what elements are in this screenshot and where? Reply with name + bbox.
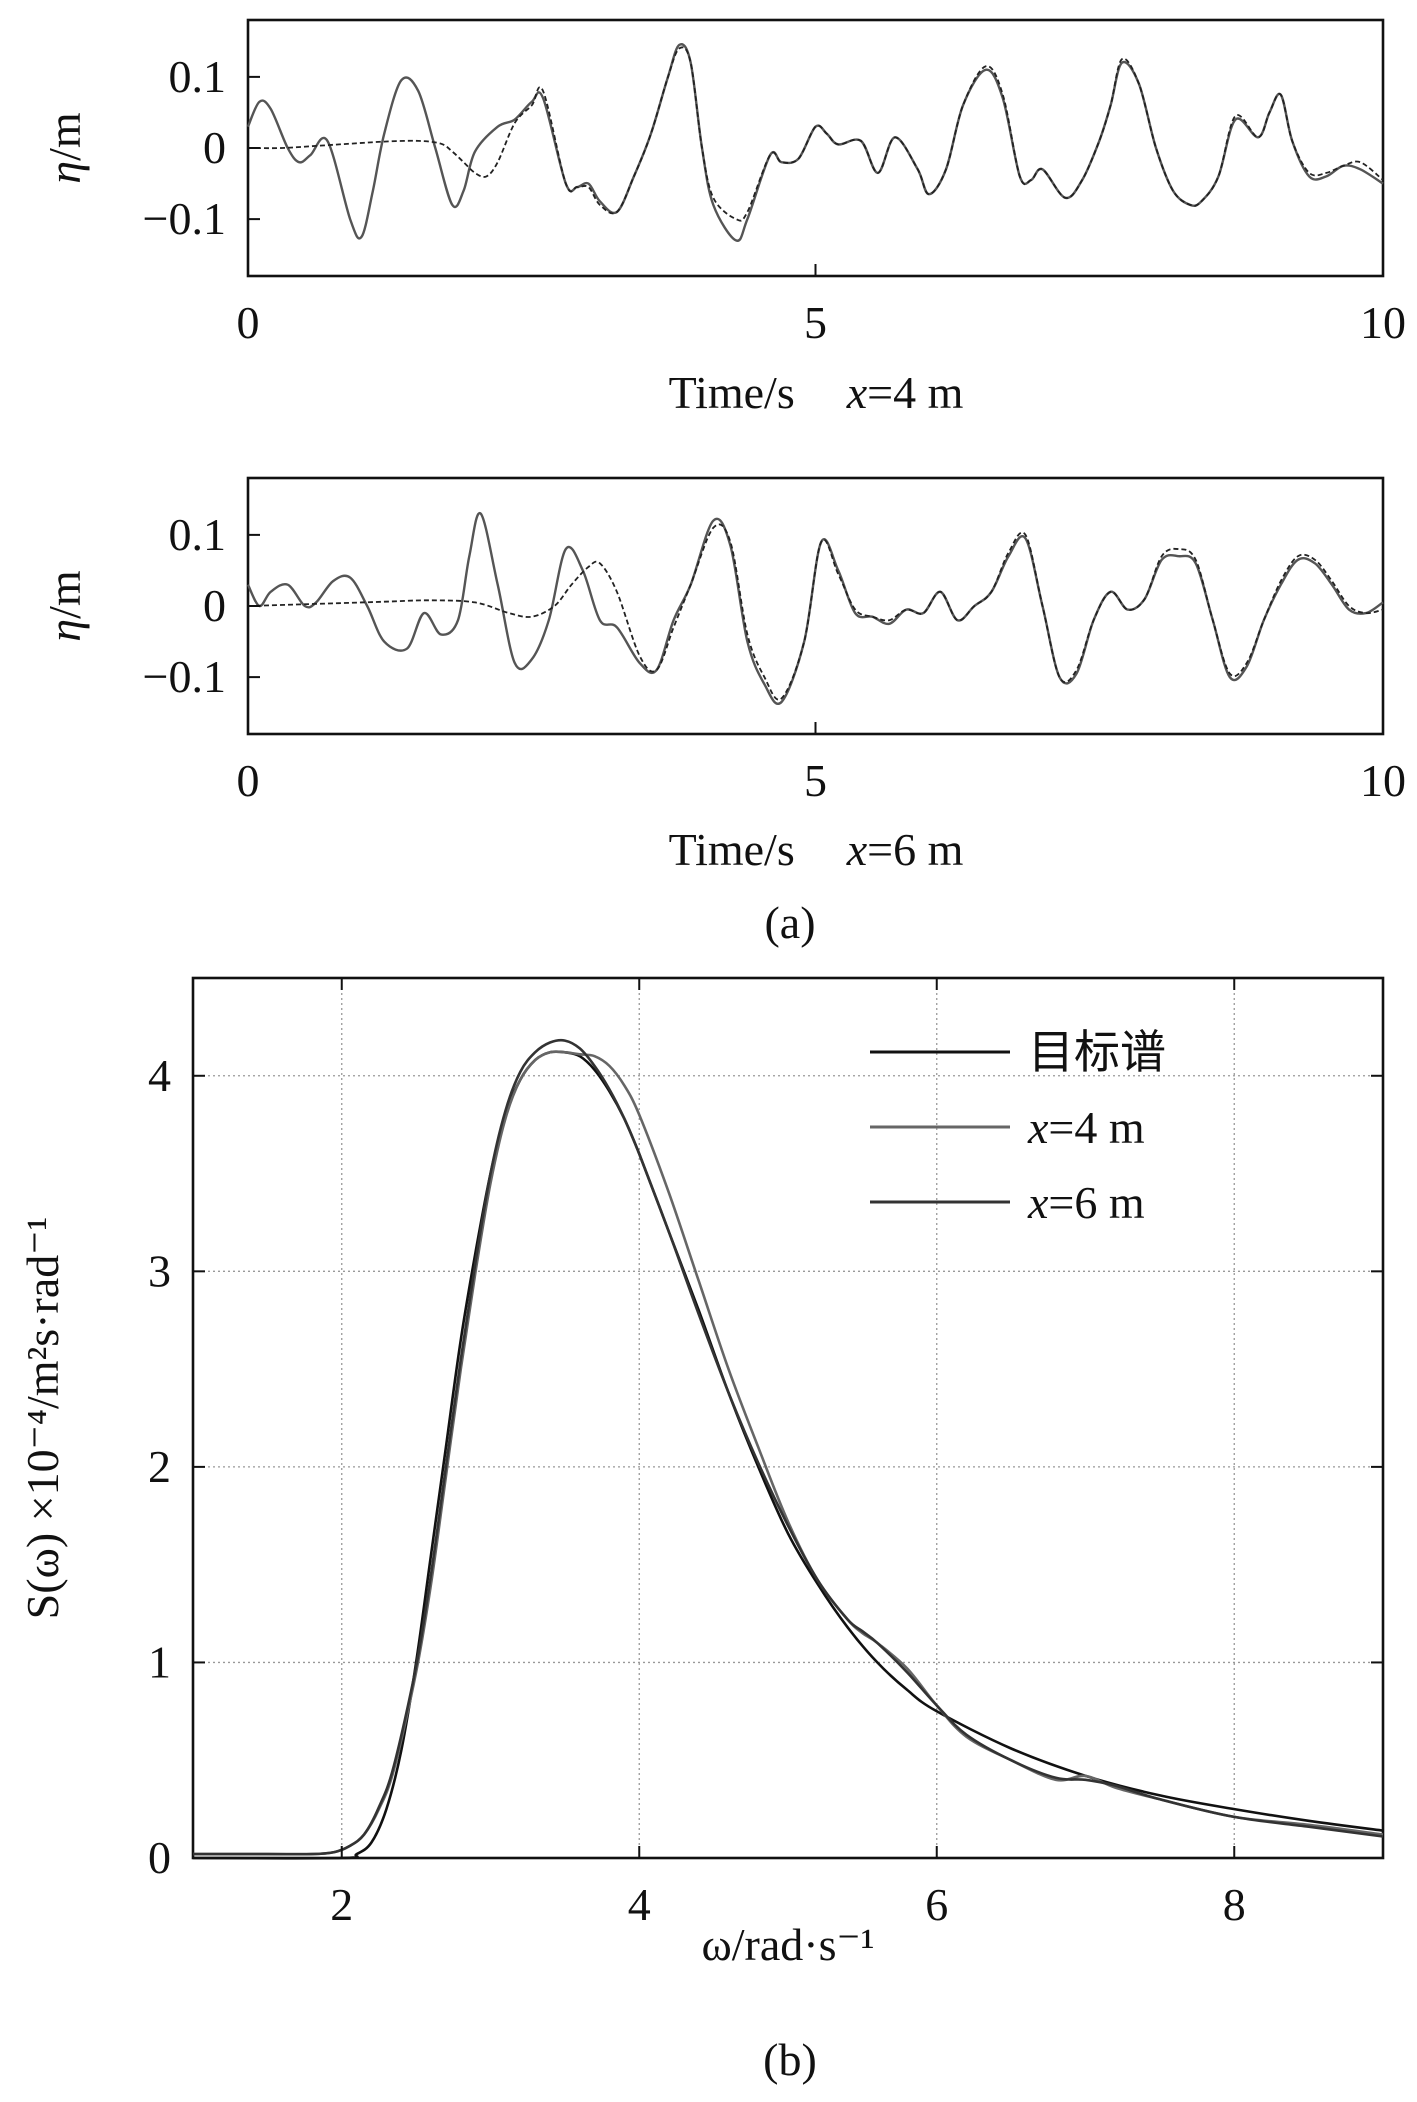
x-ticks: 2 4 6 8 <box>330 978 1246 1930</box>
x-tick-label: 5 <box>804 297 827 348</box>
legend: 目标谱 x=4 m x=6 m <box>870 1027 1166 1228</box>
panel-time-series-x6: 0.1 0 −0.1 0 5 10 η/m Time/s x=6 m <box>39 476 1406 875</box>
plot-frame <box>246 18 1385 278</box>
x-tick-label: 2 <box>330 1879 353 1930</box>
y-axis-label: η/m <box>39 570 90 642</box>
y-tick-label: −0.1 <box>143 193 226 244</box>
panel-time-series-x4: 0.1 0 −0.1 0 5 10 η/m Time/s x=4 m <box>39 18 1406 418</box>
y-tick-label: 0 <box>203 122 226 173</box>
plot-frame <box>246 476 1385 736</box>
x-axis-label: Time/s x=4 m <box>669 367 964 418</box>
series-line-solid <box>246 512 1384 705</box>
x-tick-label: 8 <box>1223 1879 1246 1930</box>
y-tick-label: 2 <box>148 1441 171 1492</box>
series-line-solid <box>246 43 1384 242</box>
y-tick-label: 1 <box>148 1636 171 1687</box>
plot-area <box>246 43 1384 242</box>
series-line-dashed <box>247 523 1384 701</box>
y-tick-label: 0.1 <box>169 51 227 102</box>
x-tick-label: 6 <box>925 1879 948 1930</box>
x-axis-label: ω/rad·s⁻¹ <box>701 1919 874 1970</box>
x-tick-label: 0 <box>237 755 260 806</box>
legend-label: 目标谱 <box>1028 1027 1166 1078</box>
y-tick-label: 0 <box>148 1832 171 1883</box>
y-ticks: 0.1 0 −0.1 <box>143 509 260 702</box>
plot-frame <box>191 976 1385 1860</box>
series-line-x-4-m <box>193 1050 1384 1856</box>
y-tick-label: 4 <box>148 1050 171 1101</box>
panel-spectrum: 0 1 2 3 4 2 4 6 8 目标谱 x=4 m x=6 m S(ω) ×10⁻⁴/m²s·… <box>17 976 1385 1970</box>
x-tick-label: 10 <box>1360 755 1406 806</box>
legend-label: x=6 m <box>1027 1177 1145 1228</box>
series-line-x-6-m <box>193 1038 1384 1856</box>
y-ticks: 0.1 0 −0.1 <box>143 51 260 244</box>
x-tick-label: 5 <box>804 755 827 806</box>
x-axis-label: Time/s x=6 m <box>669 824 964 875</box>
x-ticks: 0 5 10 <box>237 722 1406 806</box>
legend-label: x=4 m <box>1027 1102 1145 1153</box>
y-axis-label: η/m <box>39 112 90 184</box>
x-tick-label: 0 <box>237 297 260 348</box>
y-tick-label: −0.1 <box>143 651 226 702</box>
plot-area <box>192 1038 1384 1860</box>
y-tick-label: 0.1 <box>169 509 227 560</box>
caption-a: (a) <box>764 897 815 948</box>
plot-area <box>246 512 1384 705</box>
y-tick-label: 0 <box>203 580 226 631</box>
y-axis-label: S(ω) ×10⁻⁴/m²s·rad⁻¹ <box>17 1217 68 1620</box>
y-ticks: 0 1 2 3 4 <box>148 1050 1383 1883</box>
x-ticks: 0 5 10 <box>237 264 1406 348</box>
x-tick-label: 4 <box>628 1879 651 1930</box>
series-line-dashed <box>247 46 1384 222</box>
x-tick-label: 10 <box>1360 297 1406 348</box>
grid <box>193 978 1383 1858</box>
series-line-- <box>192 1050 1384 1860</box>
y-tick-label: 3 <box>148 1245 171 1296</box>
caption-b: (b) <box>763 2034 817 2085</box>
